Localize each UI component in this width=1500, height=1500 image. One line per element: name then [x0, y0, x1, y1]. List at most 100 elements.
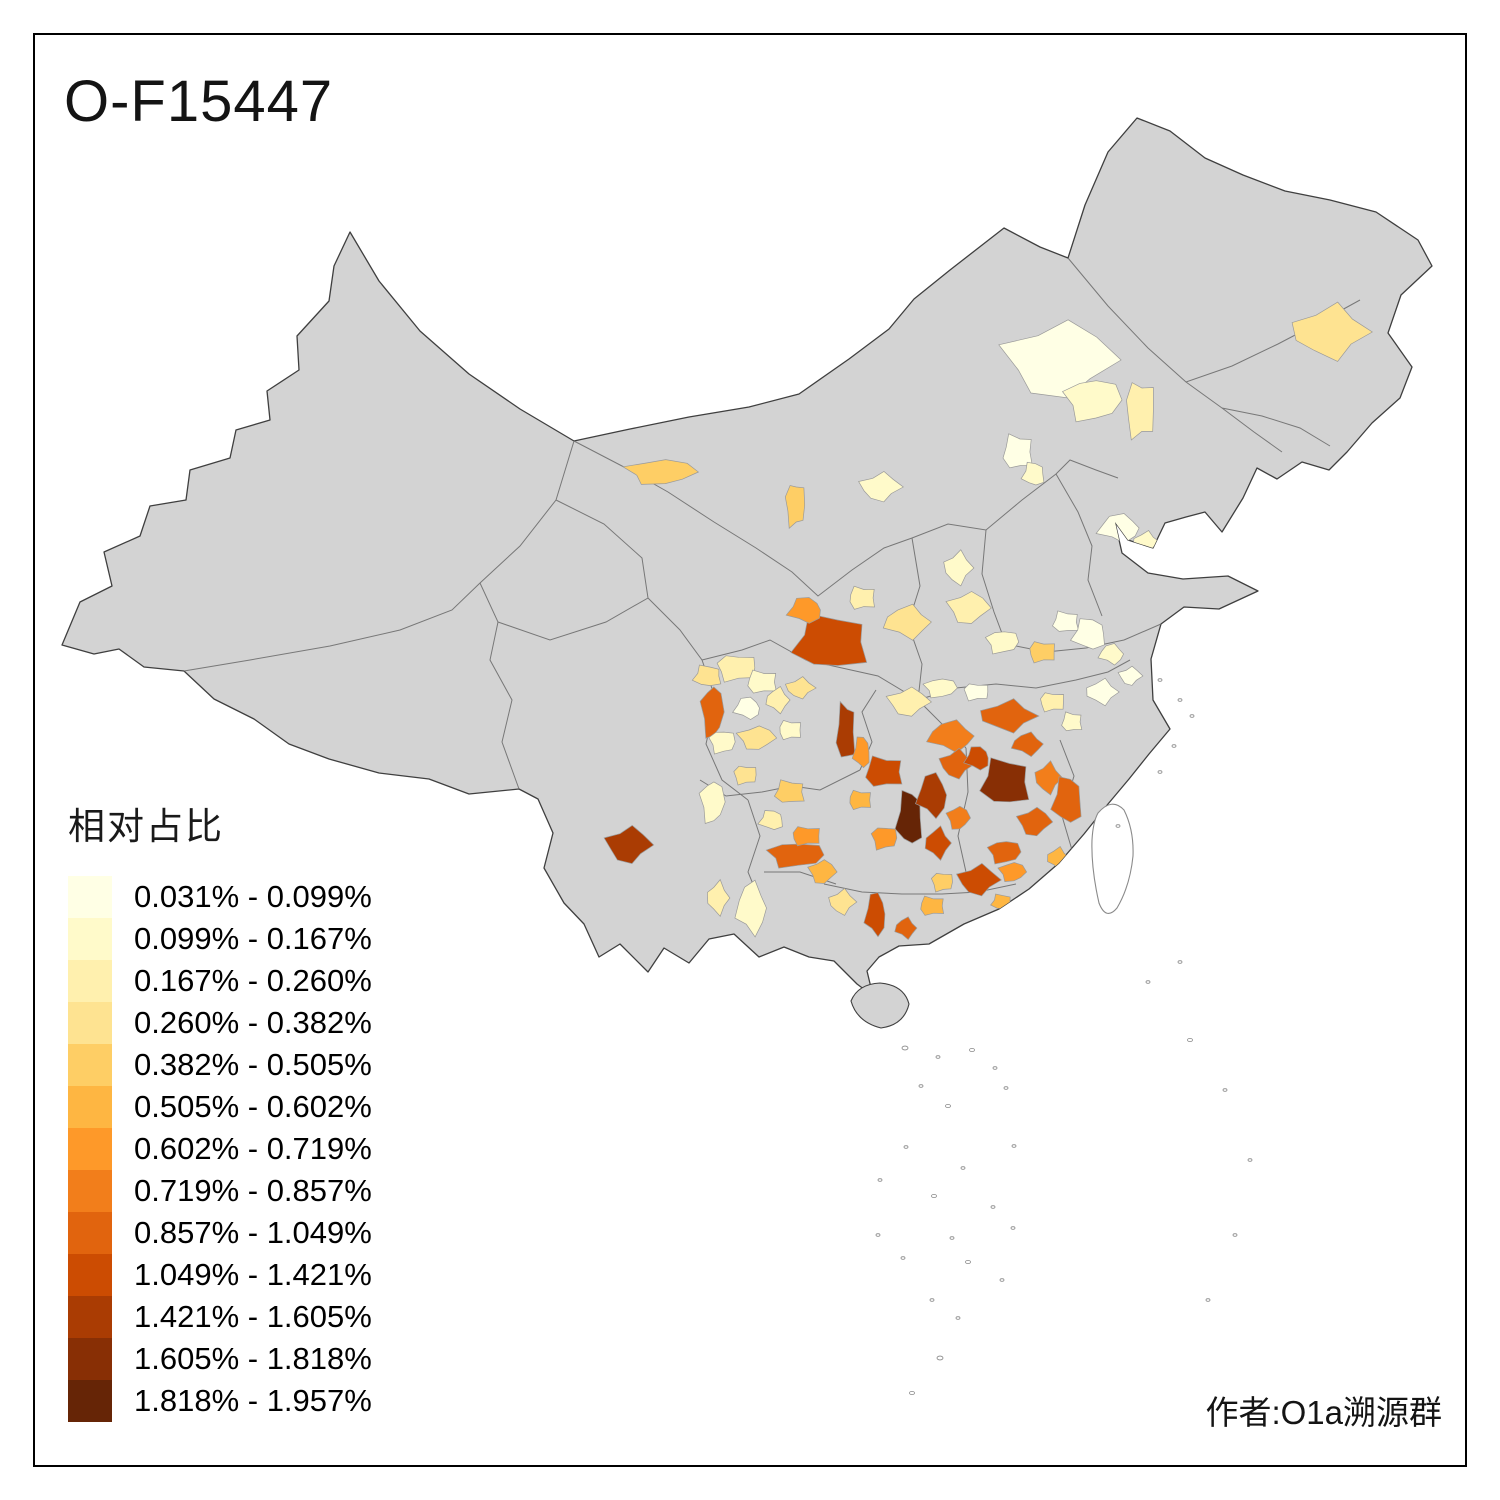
region-patch — [699, 686, 725, 739]
legend-items: 0.031% - 0.099% 0.099% - 0.167% 0.167% - 0… — [68, 876, 372, 1422]
region-patch — [963, 683, 989, 702]
region-patch — [1015, 806, 1054, 837]
region-patch — [784, 485, 806, 530]
region-patch — [851, 736, 870, 769]
sea-islet — [1222, 1088, 1228, 1092]
region-patch — [765, 685, 791, 715]
region-patch — [865, 755, 903, 787]
legend-label: 0.099% - 0.167% — [134, 921, 372, 956]
sea-islet — [1157, 770, 1163, 774]
region-patches — [603, 301, 1373, 941]
legend-label: 1.605% - 1.818% — [134, 1341, 372, 1376]
sea-islet — [900, 1256, 906, 1260]
region-patch — [1002, 433, 1033, 469]
region-patch — [870, 827, 898, 851]
region-patch — [779, 719, 801, 741]
region-patch — [790, 613, 868, 666]
legend-item: 0.602% - 0.719% — [68, 1128, 372, 1170]
region-patch — [945, 805, 971, 830]
region-patch — [924, 825, 952, 861]
region-patch — [773, 779, 805, 803]
region-patch — [784, 676, 817, 700]
sea-islet — [877, 1178, 883, 1182]
sea-islet — [1157, 678, 1163, 682]
region-patch — [1034, 760, 1064, 796]
region-patch — [1061, 711, 1083, 732]
sea-islet — [903, 1145, 909, 1149]
region-patch — [828, 887, 858, 916]
legend-label: 0.857% - 1.049% — [134, 1215, 372, 1250]
taiwan-island — [1091, 803, 1134, 914]
legend-label: 1.818% - 1.957% — [134, 1383, 372, 1418]
legend-label: 1.421% - 1.605% — [134, 1299, 372, 1334]
region-patch — [622, 459, 700, 485]
legend-label: 0.260% - 0.382% — [134, 1005, 372, 1040]
region-patch — [765, 843, 825, 869]
region-patch — [863, 892, 886, 938]
region-patch — [691, 664, 722, 686]
sea-islet — [990, 1205, 996, 1209]
sea-islet — [936, 1355, 944, 1361]
sea-islet — [1247, 1158, 1253, 1162]
sea-islet — [1177, 960, 1183, 964]
region-patch — [708, 731, 736, 755]
legend-label: 0.167% - 0.260% — [134, 963, 372, 998]
sea-islet — [1187, 1037, 1193, 1043]
region-patch — [926, 719, 975, 754]
sea-islet — [1115, 824, 1121, 828]
legend-swatch — [68, 1380, 112, 1422]
sea-islet — [875, 1233, 881, 1237]
hainan-island — [850, 982, 910, 1029]
legend-swatch — [68, 1170, 112, 1212]
legend-item: 0.719% - 0.857% — [68, 1170, 372, 1212]
attribution: 作者:O1a溯源群 — [1205, 1394, 1442, 1431]
legend-item: 0.382% - 0.505% — [68, 1044, 372, 1086]
legend-label: 0.382% - 0.505% — [134, 1047, 372, 1082]
legend-item: 0.260% - 0.382% — [68, 1002, 372, 1044]
region-patch — [980, 698, 1040, 734]
region-patch — [849, 585, 875, 610]
sea-islet — [955, 1316, 961, 1320]
sea-islet — [909, 1390, 915, 1396]
sea-islet — [960, 1166, 966, 1170]
region-patch — [997, 862, 1028, 882]
region-patch — [1052, 610, 1079, 632]
sea-islet — [969, 1047, 975, 1053]
sea-islet — [1189, 714, 1195, 718]
legend-item: 0.857% - 1.049% — [68, 1212, 372, 1254]
region-patch — [785, 597, 821, 624]
legend-swatch — [68, 1044, 112, 1086]
legend-swatch — [68, 1086, 112, 1128]
sea-islet — [1205, 1298, 1211, 1302]
sea-islet — [1010, 1226, 1016, 1230]
region-patch — [885, 686, 932, 717]
sea-islet — [935, 1055, 941, 1059]
region-patch — [792, 826, 820, 847]
region-patch — [1069, 618, 1105, 650]
legend-title: 相对占比 — [68, 806, 224, 847]
region-patch — [849, 789, 871, 811]
legend-swatch — [68, 1212, 112, 1254]
region-patch — [986, 841, 1022, 865]
region-patch — [733, 765, 757, 786]
region-patch — [882, 603, 932, 641]
sea-islet — [992, 1066, 998, 1070]
region-patch — [963, 746, 989, 771]
region-patch — [930, 873, 953, 893]
region-patch — [1126, 382, 1154, 441]
sea-islet — [999, 1278, 1005, 1282]
legend-item: 1.049% - 1.421% — [68, 1254, 372, 1296]
legend-label: 0.031% - 0.099% — [134, 879, 372, 914]
legend-item: 1.818% - 1.957% — [68, 1380, 372, 1422]
sea-islet — [1011, 1144, 1017, 1148]
legend-swatch — [68, 1002, 112, 1044]
region-patch — [716, 655, 756, 683]
legend-swatch — [68, 1296, 112, 1338]
legend-item: 1.421% - 1.605% — [68, 1296, 372, 1338]
region-patch — [807, 859, 838, 884]
sea-islet — [901, 1045, 909, 1051]
legend-label: 1.049% - 1.421% — [134, 1257, 372, 1292]
region-patch — [1097, 642, 1125, 666]
sea-islet — [1232, 1233, 1238, 1237]
